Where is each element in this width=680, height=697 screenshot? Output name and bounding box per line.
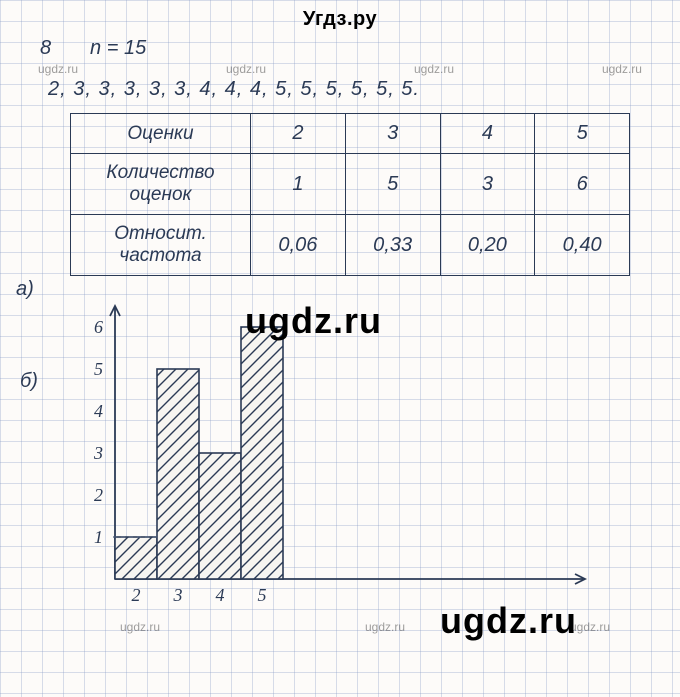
watermark-small: ugdz.ru xyxy=(602,62,642,76)
svg-text:4: 4 xyxy=(216,585,225,605)
row-header-count: Количество оценок xyxy=(71,154,251,215)
table-cell: 5 xyxy=(345,154,440,215)
table-cell: 2 xyxy=(251,114,346,154)
svg-text:3: 3 xyxy=(173,585,183,605)
bar-chart: 1 2 3 4 5 6 2 3 4 5 xyxy=(85,304,605,614)
table-cell: 3 xyxy=(440,154,535,215)
svg-text:5: 5 xyxy=(258,585,267,605)
bar-chart-svg: 1 2 3 4 5 6 2 3 4 5 xyxy=(85,304,605,614)
svg-text:5: 5 xyxy=(94,359,103,379)
page-content: Угдз.ру 8 n = 15 ugdz.ru ugdz.ru ugdz.ru… xyxy=(0,0,680,634)
label-a: а) xyxy=(16,278,34,301)
table-cell: 5 xyxy=(535,114,630,154)
watermark-row-top: ugdz.ru ugdz.ru ugdz.ru ugdz.ru xyxy=(30,62,650,76)
table-cell: 6 xyxy=(535,154,630,215)
svg-text:4: 4 xyxy=(94,401,103,421)
svg-text:2: 2 xyxy=(94,485,103,505)
row-header-relfreq: Относит. частота xyxy=(71,215,251,276)
table-cell: 0,40 xyxy=(535,215,630,276)
table-cell: 4 xyxy=(440,114,535,154)
table-row: Количество оценок 1 5 3 6 xyxy=(71,154,630,215)
watermark-small: ugdz.ru xyxy=(120,620,160,634)
n-expression: n = 15 xyxy=(90,37,146,59)
svg-text:3: 3 xyxy=(93,443,103,463)
watermark-small: ugdz.ru xyxy=(414,62,454,76)
watermark-small: ugdz.ru xyxy=(226,62,266,76)
watermark-small: ugdz.ru xyxy=(365,620,405,634)
table-cell: 0,33 xyxy=(345,215,440,276)
page-title: Угдз.ру xyxy=(30,8,650,31)
table-cell: 0,06 xyxy=(251,215,346,276)
label-b: б) xyxy=(20,370,38,393)
svg-text:2: 2 xyxy=(132,585,141,605)
table-cell: 1 xyxy=(251,154,346,215)
watermark-big: ugdz.ru xyxy=(245,300,382,342)
table-row: Относит. частота 0,06 0,33 0,20 0,40 xyxy=(71,215,630,276)
problem-line: 8 n = 15 xyxy=(40,37,650,60)
watermark-small: ugdz.ru xyxy=(38,62,78,76)
table-cell: 0,20 xyxy=(440,215,535,276)
table-row: Оценки 2 3 4 5 xyxy=(71,114,630,154)
data-sequence: 2, 3, 3, 3, 3, 3, 4, 4, 4, 5, 5, 5, 5, 5… xyxy=(48,78,650,101)
svg-text:1: 1 xyxy=(94,527,103,547)
row-header-grades: Оценки xyxy=(71,114,251,154)
frequency-table: Оценки 2 3 4 5 Количество оценок 1 5 3 6… xyxy=(70,113,630,276)
table-cell: 3 xyxy=(345,114,440,154)
watermark-big: ugdz.ru xyxy=(440,600,577,642)
svg-text:6: 6 xyxy=(94,317,103,337)
problem-number: 8 xyxy=(40,37,51,59)
